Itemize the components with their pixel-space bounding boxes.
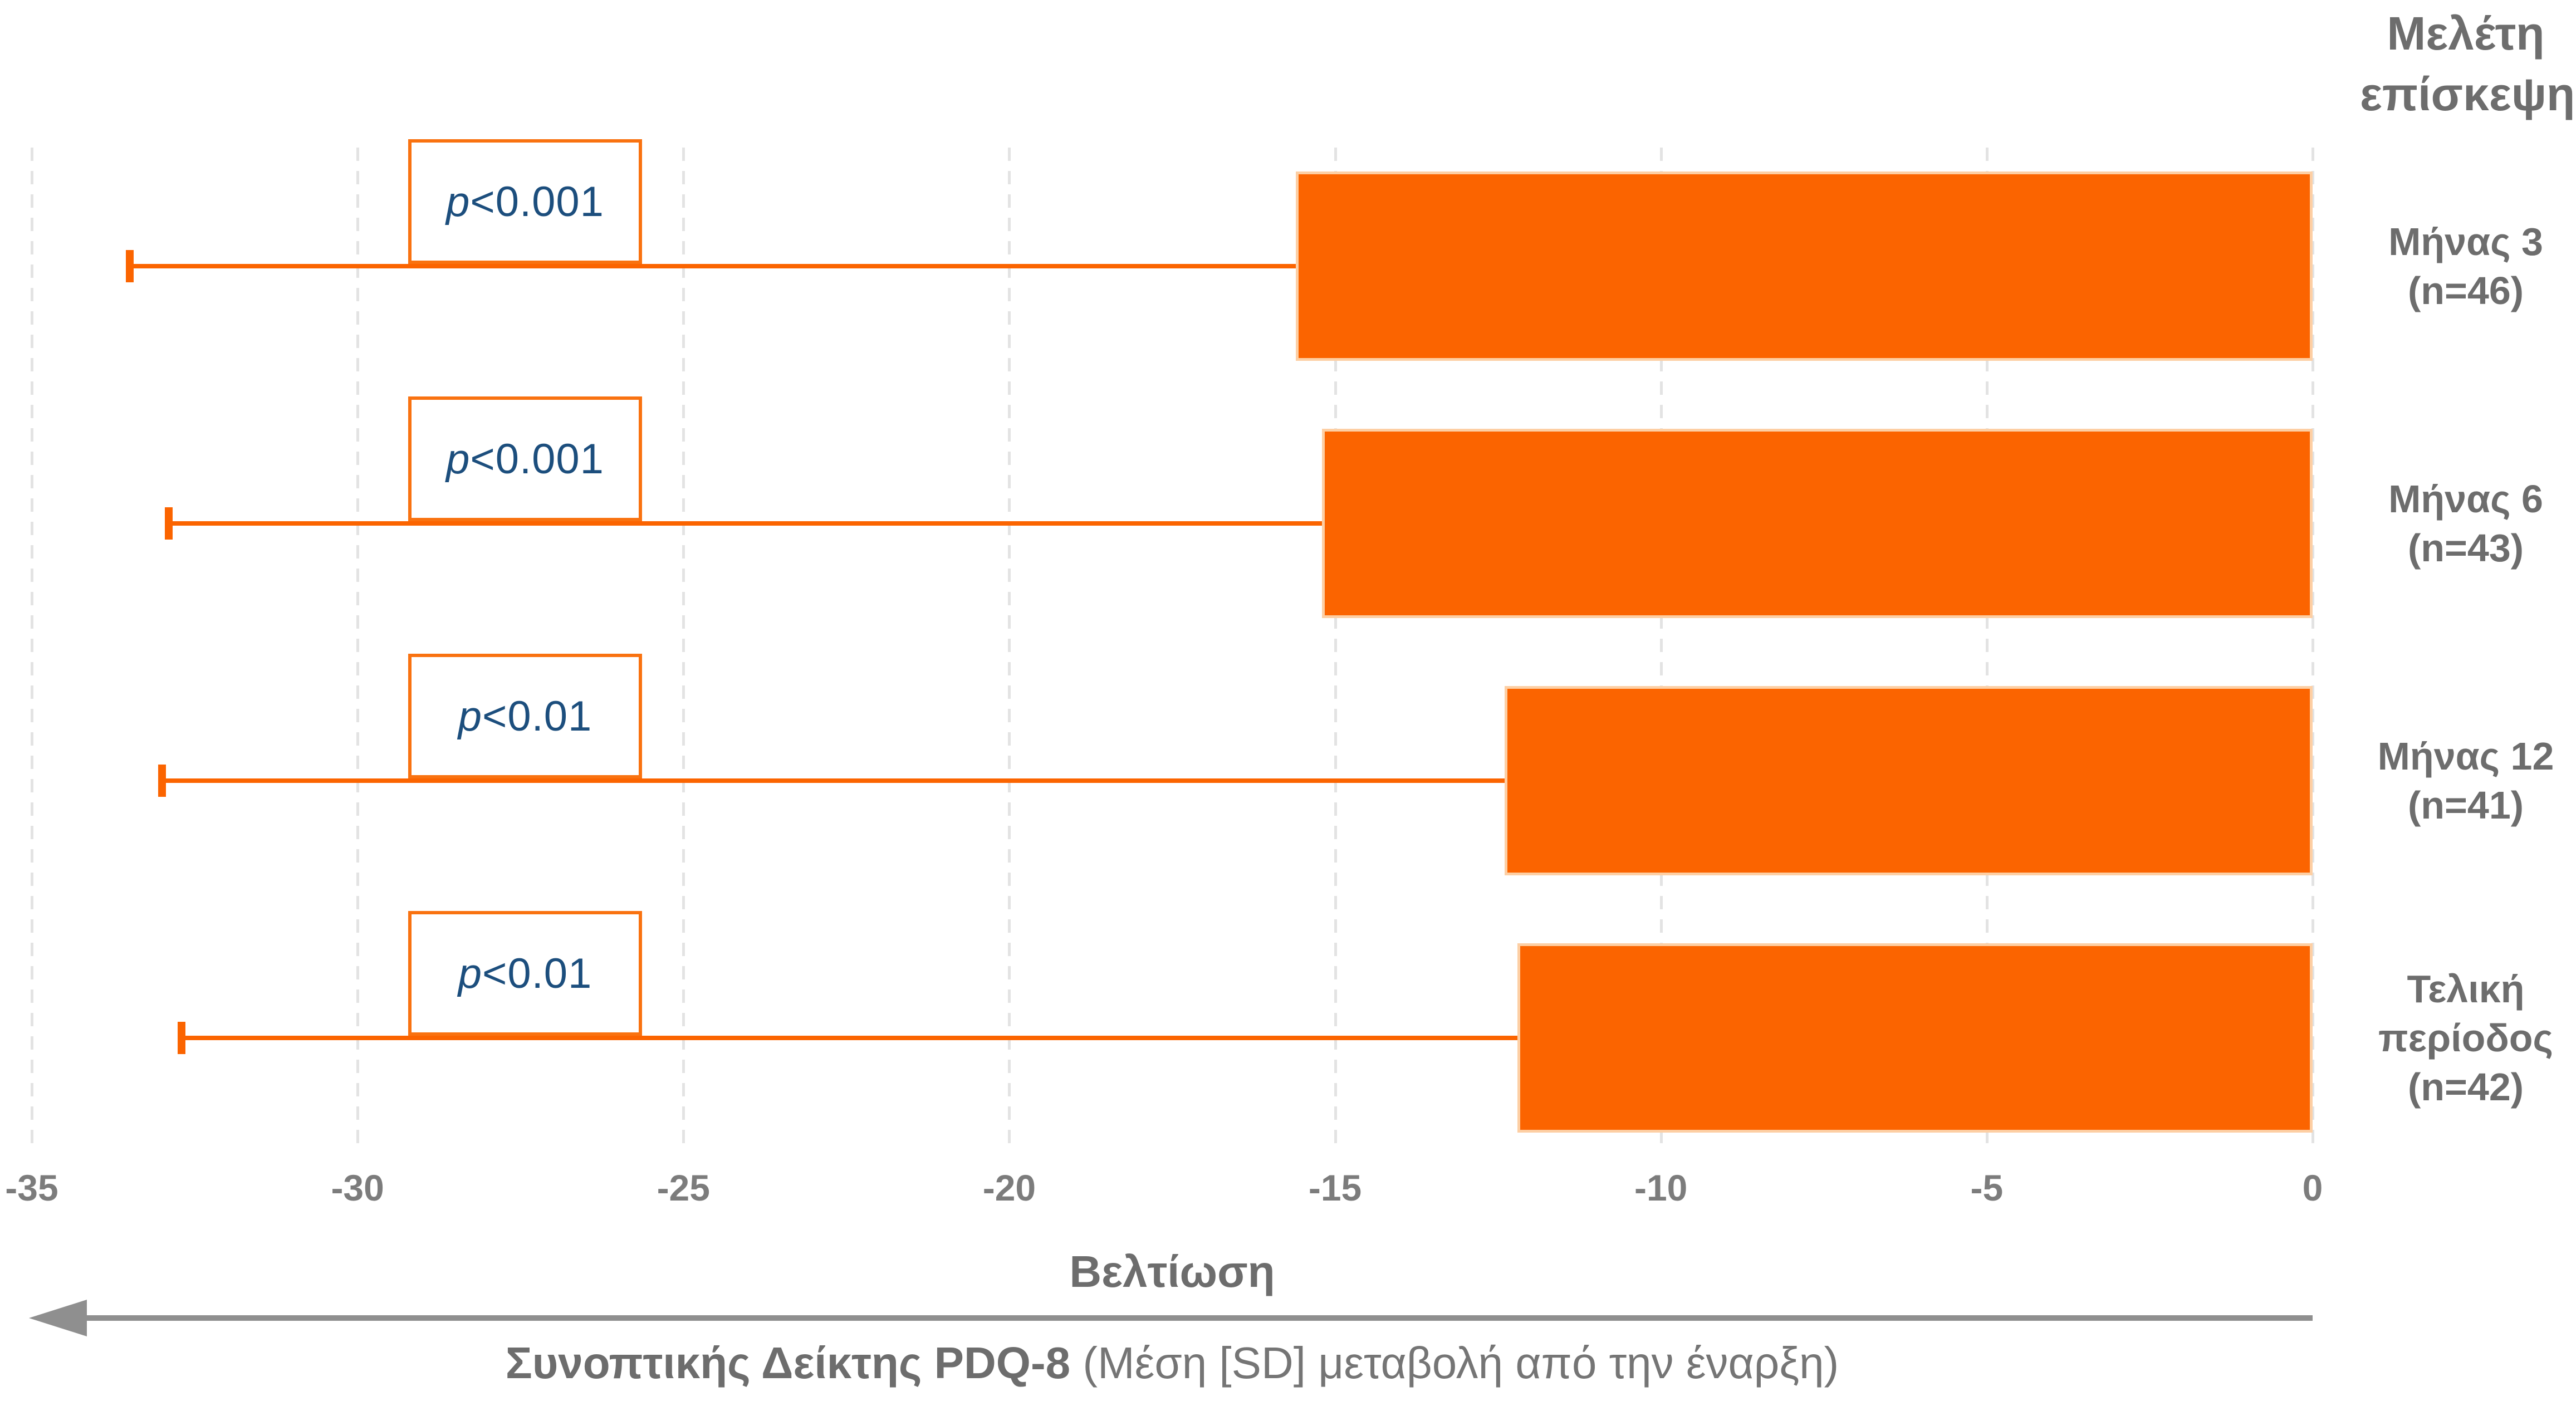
p-value-label: p<0.001 xyxy=(446,435,604,483)
gridline xyxy=(1659,148,1663,1150)
sample-size-label: (n=46) xyxy=(2407,269,2524,312)
x-axis-improvement-label: Βελτίωση xyxy=(1069,1247,1275,1296)
category-name: Μήνας 12 xyxy=(2377,734,2554,778)
caption-measure-note: (Μέση [SD] μεταβολή από την έναρξη) xyxy=(1070,1338,1839,1388)
x-tick-label: -25 xyxy=(657,1167,710,1208)
x-tick-label: -30 xyxy=(331,1167,384,1208)
error-cap xyxy=(158,765,166,797)
error-cap xyxy=(178,1022,186,1054)
category-label: Μήνας 3 (n=46) xyxy=(2360,172,2572,361)
x-tick-label: -15 xyxy=(1308,1167,1362,1208)
x-tick-label: 0 xyxy=(2302,1167,2323,1208)
error-whisker xyxy=(182,1036,1518,1040)
category-label: Τελική περίοδος (n=42) xyxy=(2360,943,2572,1133)
improvement-arrow-line xyxy=(84,1315,2313,1321)
category-name: Μήνας 3 xyxy=(2388,219,2543,263)
gridline xyxy=(1334,148,1337,1150)
sample-size-label: (n=41) xyxy=(2407,783,2524,827)
p-value-box: p<0.001 xyxy=(408,396,642,521)
x-tick-label: -5 xyxy=(1970,1167,2004,1208)
category-name: Τελική περίοδος xyxy=(2378,967,2553,1060)
sample-size-label: (n=42) xyxy=(2407,1065,2524,1109)
bar xyxy=(1517,943,2313,1133)
p-value-label: p<0.01 xyxy=(458,692,592,740)
gridline xyxy=(682,148,685,1150)
p-value-box: p<0.01 xyxy=(408,911,642,1036)
gridline xyxy=(2311,148,2314,1150)
p-value-label: p<0.001 xyxy=(446,178,604,226)
chart-title-line1: Μελέτη xyxy=(2387,7,2545,60)
category-label: Μήνας 12 (n=41) xyxy=(2360,686,2572,875)
gridline xyxy=(1985,148,1989,1150)
arrow-left-icon xyxy=(29,1300,87,1336)
bar xyxy=(1296,172,2313,361)
x-tick-label: -20 xyxy=(982,1167,1036,1208)
error-cap xyxy=(125,250,134,282)
p-value-box: p<0.001 xyxy=(408,139,642,264)
p-value-label: p<0.01 xyxy=(458,949,592,997)
caption-scale-name: Συνοπτικής Δείκτης PDQ-8 xyxy=(505,1338,1071,1388)
error-cap xyxy=(164,507,173,540)
x-tick-label: -35 xyxy=(5,1167,58,1208)
x-tick-label: -10 xyxy=(1634,1167,1688,1208)
caption: Συνοπτικής Δείκτης PDQ-8 (Μέση [SD] μετα… xyxy=(32,1338,2313,1389)
gridline xyxy=(356,148,360,1150)
error-whisker xyxy=(162,778,1505,783)
chart-title-line2: επίσκεψης xyxy=(2360,68,2576,121)
error-whisker xyxy=(168,521,1323,526)
gridline xyxy=(1008,148,1011,1150)
error-whisker xyxy=(129,264,1296,268)
bar xyxy=(1322,429,2313,618)
bar xyxy=(1504,686,2313,875)
p-value-box: p<0.01 xyxy=(408,654,642,778)
chart-title: Μελέτη επίσκεψης xyxy=(2360,3,2576,125)
gridline xyxy=(31,148,33,1150)
sample-size-label: (n=43) xyxy=(2407,526,2524,570)
category-label: Μήνας 6 (n=43) xyxy=(2360,429,2572,618)
plot-area: p<0.001 p<0.001 p<0.01 p<0.01 xyxy=(31,139,2314,1150)
category-name: Μήνας 6 xyxy=(2388,477,2543,521)
